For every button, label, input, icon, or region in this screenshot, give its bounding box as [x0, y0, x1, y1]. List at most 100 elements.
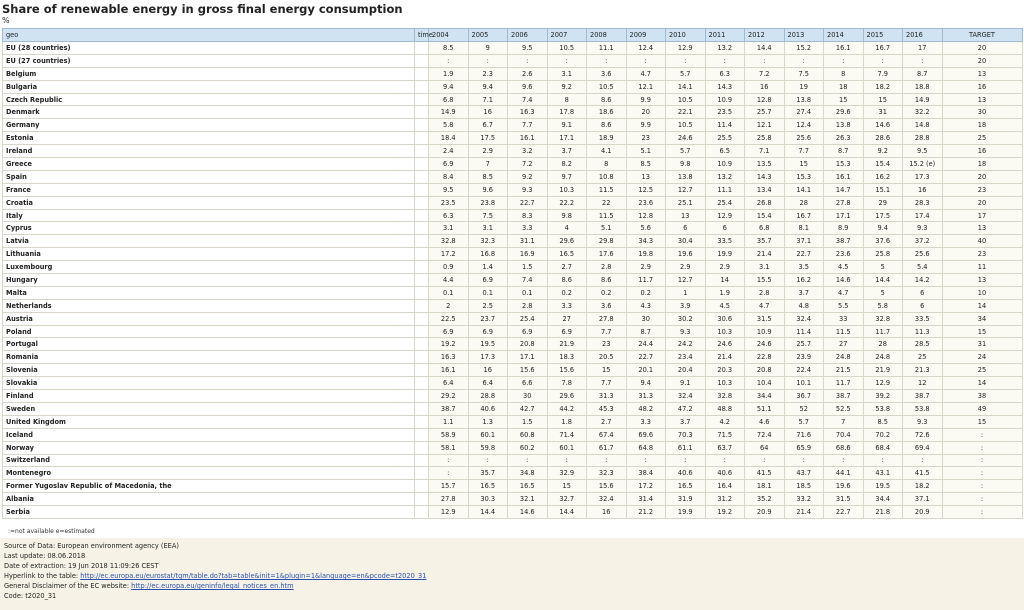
value-cell: 32.1 — [507, 492, 548, 507]
time-cell — [414, 298, 429, 313]
value-cell: 14.6 — [862, 118, 903, 133]
value-cell: 10.9 — [704, 92, 745, 107]
value-cell: 3.1 — [546, 66, 587, 81]
value-cell: 23.7 — [467, 311, 508, 326]
value-cell: 53.8 — [862, 401, 903, 416]
value-cell: 3.1 — [744, 260, 785, 275]
value-cell: 21.3 — [902, 363, 943, 378]
value-cell: 17.2 — [428, 247, 469, 262]
time-cell — [414, 350, 429, 365]
value-cell: 15.4 — [744, 208, 785, 223]
value-cell: 7.9 — [862, 66, 903, 81]
value-cell: : — [625, 53, 666, 68]
value-cell: 0.1 — [507, 285, 548, 300]
value-cell: 25.7 — [744, 105, 785, 120]
value-cell: 20.8 — [507, 337, 548, 352]
value-cell: 21.9 — [546, 337, 587, 352]
value-cell: 20 — [941, 53, 1023, 68]
value-cell: 23.6 — [823, 247, 864, 262]
value-cell: 7.7 — [586, 376, 627, 391]
value-cell: 2.8 — [744, 285, 785, 300]
value-cell: 9.3 — [507, 182, 548, 197]
table-row: Cyprus 3.1 3.1 3.3 4 5.1 5.6 6 6 6.8 8.1 8.9 9.4 9.3 1… — [2, 221, 1023, 236]
value-cell: : — [941, 479, 1023, 494]
value-cell: 29.6 — [546, 389, 587, 403]
value-cell: 30 — [507, 389, 548, 403]
value-cell: 25.5 — [704, 131, 745, 146]
value-cell: 14 — [941, 298, 1023, 313]
value-cell: 8.7 — [823, 144, 864, 159]
value-cell: 60.1 — [546, 440, 587, 455]
value-cell: : — [428, 453, 469, 468]
table-row: Latvia 32.8 32.3 31.1 29.6 29.8 34.3 30.4 33.5 35… — [2, 234, 1023, 249]
value-cell: : — [704, 53, 745, 68]
value-cell: 25.6 — [783, 131, 824, 146]
value-cell: 5.6 — [625, 221, 666, 236]
table-row: Denmark 14.9 16 16.3 17.8 18.6 20 22.1 23.5 25.7 2… — [2, 105, 1023, 120]
value-cell: 19.2 — [428, 337, 469, 352]
value-cell: 6.3 — [428, 208, 469, 223]
value-cell: 30.6 — [704, 311, 745, 326]
value-cell: 2.9 — [467, 144, 508, 159]
value-cell: 5 — [862, 260, 903, 275]
value-cell: 12.5 — [625, 182, 666, 197]
value-cell: 2.9 — [625, 260, 666, 275]
value-cell: 16.1 — [428, 363, 469, 378]
value-cell: 20.1 — [625, 363, 666, 378]
value-cell: 12.9 — [428, 505, 469, 519]
value-cell: 12.8 — [625, 208, 666, 223]
value-cell: : — [862, 53, 903, 68]
value-cell: 13.8 — [665, 169, 706, 184]
value-cell: 11.7 — [823, 376, 864, 391]
geo-cell: EU (27 countries) — [2, 53, 415, 68]
value-cell: 16.2 — [862, 169, 903, 184]
value-cell: 16.2 — [783, 273, 824, 287]
value-cell: 25.1 — [665, 195, 706, 210]
value-cell: 24.6 — [744, 337, 785, 352]
link[interactable]: http://ec.europa.eu/eurostat/tgm/table.d… — [80, 572, 427, 580]
value-cell: 7.4 — [507, 92, 548, 107]
value-cell: 6.9 — [428, 324, 469, 339]
value-cell: 19.5 — [862, 479, 903, 494]
value-cell: 20 — [941, 41, 1023, 55]
value-cell: 31.3 — [586, 389, 627, 403]
value-cell: 14 — [704, 273, 745, 287]
table-row: EU (27 countries):::::::::::::20 — [2, 53, 1023, 68]
value-cell: 2.6 — [507, 66, 548, 81]
value-cell: 10.4 — [744, 376, 785, 391]
value-cell: 14.6 — [507, 505, 548, 519]
value-cell: 34.4 — [744, 389, 785, 403]
value-cell: 17.5 — [467, 131, 508, 146]
value-cell: 15 — [546, 479, 587, 494]
value-cell: 10.5 — [665, 92, 706, 107]
value-cell: 4.7 — [823, 285, 864, 300]
value-cell: 9.6 — [507, 79, 548, 94]
value-cell: 9.5 — [507, 41, 548, 55]
value-cell: 8.5 — [467, 169, 508, 184]
value-cell: 8 — [823, 66, 864, 81]
value-cell: 22.7 — [507, 195, 548, 210]
table-row: Estonia 18.4 17.5 16.1 17.1 18.9 23 24.6 25.5 25.… — [2, 131, 1023, 146]
time-cell — [414, 363, 429, 378]
value-cell: 25.8 — [744, 131, 785, 146]
value-cell: 41.5 — [902, 466, 943, 481]
value-cell: : — [744, 453, 785, 468]
value-cell: 4.1 — [586, 144, 627, 159]
time-cell — [414, 337, 429, 352]
time-cell — [414, 234, 429, 249]
table-row: Hungary 4.4 6.9 7.4 8.6 8.6 11.7 12.7 14 15.5 16.2… — [2, 273, 1023, 287]
value-cell: 6.9 — [507, 324, 548, 339]
value-cell: 16.7 — [783, 208, 824, 223]
time-cell — [414, 466, 429, 481]
link[interactable]: http://ec.europa.eu/geninfo/legal_notice… — [131, 582, 294, 590]
value-cell: 17 — [902, 41, 943, 55]
value-cell: 41.5 — [744, 466, 785, 481]
table-row: Albania 27.8 30.3 32.1 32.7 32.4 31.4 31.9 31.2 3… — [2, 492, 1023, 507]
value-cell: 12.9 — [665, 41, 706, 55]
value-cell: 8.5 — [625, 157, 666, 171]
value-cell: 27 — [546, 311, 587, 326]
value-cell: 16 — [744, 79, 785, 94]
value-cell: 21.9 — [862, 363, 903, 378]
value-cell: 17.1 — [507, 350, 548, 365]
value-cell: 9.4 — [862, 221, 903, 236]
